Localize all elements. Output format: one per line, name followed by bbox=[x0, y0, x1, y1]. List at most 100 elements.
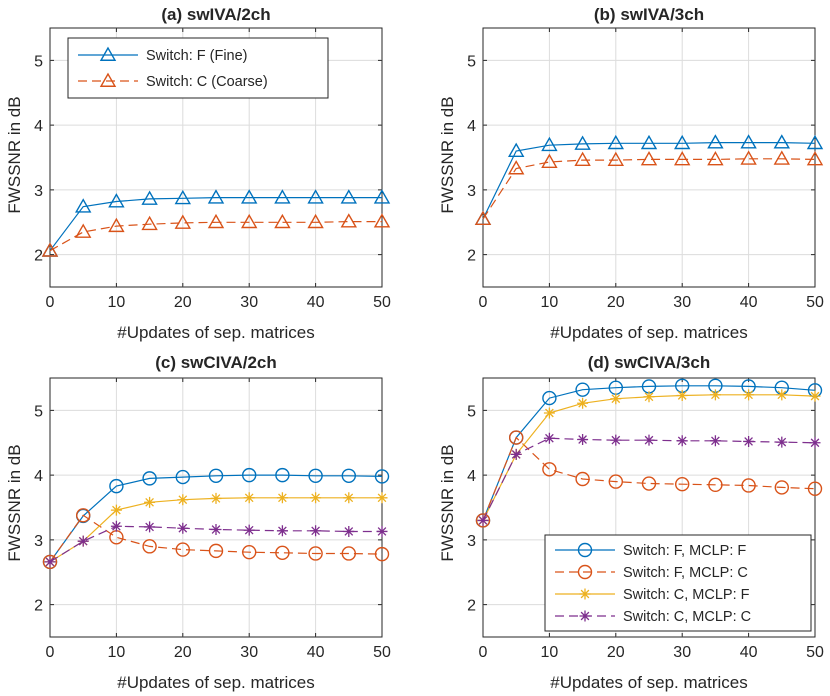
panel-c-series-1-point bbox=[208, 468, 224, 483]
panel-c-xtick-label: 0 bbox=[46, 644, 55, 661]
panel-a-legend-box bbox=[67, 37, 329, 99]
panel-d-series-1-point bbox=[542, 390, 557, 406]
panel-d-legend-label-3: Switch: C, MCLP: F bbox=[623, 587, 750, 603]
panel-c-title: (c) swCIVA/2ch bbox=[155, 353, 277, 372]
panel-a-legend-label-2: Switch: C (Coarse) bbox=[146, 74, 268, 90]
panel-d-ylabel: FWSSNR in dB bbox=[438, 444, 457, 561]
panel-c-series-4-point bbox=[44, 556, 56, 568]
panel-c-ytick-label: 5 bbox=[34, 403, 43, 420]
panel-c-series-4-point bbox=[276, 525, 288, 537]
panel-d-series-4-point bbox=[510, 448, 522, 460]
panel-a-series-2-point bbox=[207, 213, 225, 229]
panel-d-xtick-label: 50 bbox=[806, 644, 824, 661]
panel-c-series-2-point bbox=[275, 545, 290, 561]
panel-a-legend: Switch: F (Fine) Switch: C (Coarse) bbox=[67, 37, 329, 99]
panel-d-series-2-line bbox=[482, 436, 816, 521]
panel-a-xtick-label: 10 bbox=[108, 294, 126, 311]
panel-b-ylabel: FWSSNR in dB bbox=[438, 96, 457, 213]
panel-d-series-4-point bbox=[477, 514, 489, 526]
panel-b-series-2-point bbox=[673, 151, 691, 166]
panel-d-series-2-point bbox=[741, 478, 756, 493]
panel-a-ytick-label: 2 bbox=[34, 248, 43, 265]
panel-d-series-2-point bbox=[708, 477, 723, 493]
panel-c-xtick-label: 40 bbox=[307, 644, 325, 661]
panel-b-xtick-label: 0 bbox=[479, 294, 488, 311]
panel-c-series-4-point bbox=[376, 525, 388, 537]
panel-d-legend-box bbox=[544, 534, 812, 632]
panel-a-series-2-point bbox=[307, 213, 324, 229]
panel-a-xtick-label: 40 bbox=[307, 294, 325, 311]
panel-b-series-1-point bbox=[806, 134, 824, 150]
panel-a-series-1-point bbox=[108, 193, 125, 208]
panel-c-series-1-point bbox=[308, 468, 323, 483]
panel-d-xtick-label: 0 bbox=[479, 644, 488, 661]
panel-d-xtick-label: 10 bbox=[541, 644, 559, 661]
panel-c-series-2-point bbox=[42, 554, 58, 570]
panel-d-series-4-point bbox=[643, 434, 655, 446]
panel-c-xlabel: #Updates of sep. matrices bbox=[117, 673, 314, 692]
panel-b-ytick-label: 3 bbox=[467, 183, 476, 200]
panel-a-series-2-point bbox=[41, 242, 59, 257]
panel-c-series-2-point bbox=[374, 546, 390, 562]
panel-d-series-2-point bbox=[641, 476, 657, 491]
panel-d-series-4-point bbox=[809, 437, 821, 449]
panel-a-series-2-point bbox=[74, 223, 92, 238]
panel-a-series-2-point bbox=[373, 213, 391, 228]
panel-d-series-3-point bbox=[577, 397, 589, 409]
panel-c-series-4-point bbox=[110, 520, 122, 532]
panel-b-xtick-label: 40 bbox=[740, 294, 758, 311]
panel-c-series-2-point bbox=[175, 542, 191, 557]
panel-b-series-2-point bbox=[640, 151, 658, 166]
panel-a-series-2-point bbox=[174, 214, 192, 229]
panel-c-series-1-point bbox=[241, 467, 257, 483]
panel-b-xtick-label: 50 bbox=[806, 294, 824, 311]
panel-c-series-3-point bbox=[376, 492, 388, 504]
panel-b-series-2-point bbox=[474, 210, 492, 225]
panel-c-series-3-point bbox=[144, 496, 156, 508]
panel-d-series-1-line bbox=[482, 385, 816, 521]
panel-d-ytick-label: 5 bbox=[467, 403, 476, 420]
panel-c-axes bbox=[49, 377, 383, 638]
panel-d-series-4-point bbox=[676, 435, 688, 447]
panel-c-series-1-point bbox=[341, 468, 356, 483]
panel-c-series-4-point bbox=[144, 521, 156, 533]
panel-b-series-2-point bbox=[607, 151, 625, 167]
panel-c-series-3-point bbox=[110, 504, 122, 516]
panel-d-legend-label-1: Switch: F, MCLP: F bbox=[623, 543, 746, 559]
panel-b-series-1-point bbox=[507, 142, 525, 157]
panel-a-series-1-point bbox=[174, 189, 192, 205]
panel-a-legend-marker-2 bbox=[99, 72, 117, 87]
panel-c-series-4-point bbox=[210, 524, 222, 536]
panel-b-series-1-point bbox=[673, 134, 691, 150]
panel-d-series-3-point bbox=[743, 389, 755, 401]
panel-c-series-1-point bbox=[109, 478, 124, 494]
panel-d-series-4-point bbox=[743, 435, 755, 447]
panel-d-series-3-point bbox=[676, 389, 688, 401]
panel-c-series-4-point bbox=[177, 522, 189, 534]
panel-c-series-2-point bbox=[75, 508, 91, 523]
panel-c-series-1-point bbox=[175, 469, 191, 485]
panel-a-series-2-point bbox=[108, 217, 125, 233]
panel-c-ylabel: FWSSNR in dB bbox=[5, 444, 24, 561]
panel-d-xtick-label: 30 bbox=[673, 644, 691, 661]
panel-a-series-1-point bbox=[141, 190, 158, 205]
panel-d-legend-marker-1 bbox=[577, 542, 593, 558]
panel-b-xtick-label: 20 bbox=[607, 294, 625, 311]
panel-d-series-3-point bbox=[709, 389, 721, 401]
panel-c-series-4-point bbox=[77, 535, 89, 547]
panel-a-series-1-point bbox=[74, 198, 92, 213]
panel-a-series-1-point bbox=[274, 189, 291, 204]
panel-a-legend-marker-1 bbox=[99, 46, 117, 61]
panel-d-series-2-point bbox=[542, 462, 557, 477]
panel-a-series-2-point bbox=[340, 213, 358, 228]
panel-c-ytick-label: 2 bbox=[34, 598, 43, 615]
panel-c-ytick-label: 4 bbox=[34, 468, 43, 485]
panel-c-series-1-point bbox=[142, 471, 157, 486]
panel-c-series-4-point bbox=[343, 525, 355, 537]
panel-b-title: (b) swIVA/3ch bbox=[594, 5, 704, 24]
panel-a-xtick-label: 50 bbox=[373, 294, 391, 311]
panel-b-series-2-point bbox=[707, 151, 724, 166]
panel-c-series-1-point bbox=[374, 469, 390, 484]
panel-b-series-1-point bbox=[574, 135, 591, 150]
